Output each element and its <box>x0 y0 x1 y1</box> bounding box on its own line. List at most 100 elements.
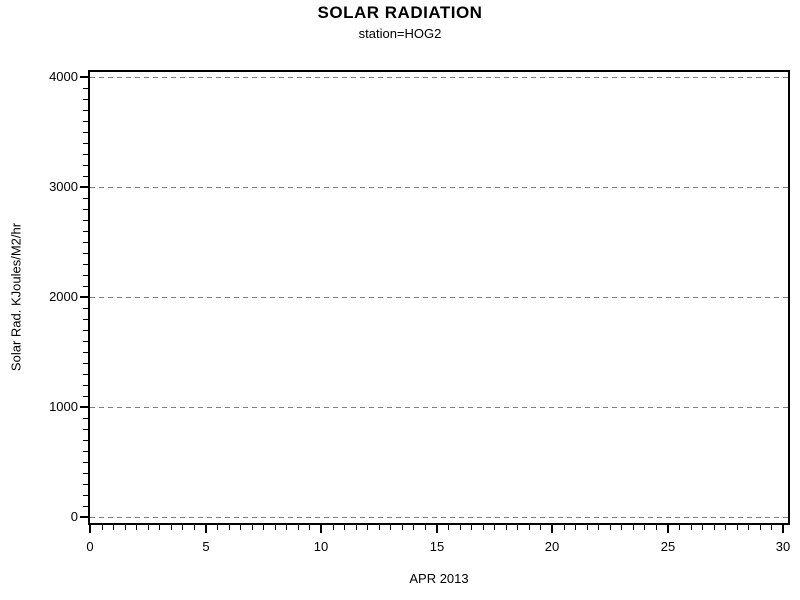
y-tick-minor <box>83 396 88 397</box>
x-tick-minor <box>217 525 218 530</box>
x-tick-minor <box>136 525 137 530</box>
x-tick-minor <box>125 525 126 530</box>
x-tick-minor <box>494 525 495 530</box>
x-tick-minor <box>102 525 103 530</box>
y-tick-label: 2000 <box>49 289 78 304</box>
x-tick-minor <box>356 525 357 530</box>
x-tick-minor <box>702 525 703 530</box>
x-tick-minor <box>564 525 565 530</box>
y-tick-minor <box>83 264 88 265</box>
y-tick-major <box>80 516 88 518</box>
y-gridline <box>90 77 788 78</box>
y-tick-minor <box>83 220 88 221</box>
y-tick-minor <box>83 99 88 100</box>
x-tick-minor <box>309 525 310 530</box>
x-tick-label: 5 <box>202 539 210 554</box>
y-tick-label: 3000 <box>49 179 78 194</box>
y-tick-minor <box>83 363 88 364</box>
x-tick-major <box>89 525 91 533</box>
y-tick-minor <box>83 198 88 199</box>
x-tick-minor <box>240 525 241 530</box>
chart-title: SOLAR RADIATION <box>317 3 483 22</box>
x-tick-minor <box>448 525 449 530</box>
y-gridline <box>90 187 788 188</box>
y-tick-major <box>80 296 88 298</box>
y-tick-minor <box>83 231 88 232</box>
y-gridline <box>90 297 788 298</box>
y-tick-minor <box>83 209 88 210</box>
y-tick-major <box>80 406 88 408</box>
x-tick-minor <box>760 525 761 530</box>
y-tick-minor <box>83 165 88 166</box>
x-tick-major <box>320 525 322 533</box>
x-tick-minor <box>737 525 738 530</box>
x-tick-minor <box>529 525 530 530</box>
x-tick-minor <box>263 525 264 530</box>
x-tick-minor <box>598 525 599 530</box>
x-tick-minor <box>194 525 195 530</box>
x-tick-minor <box>679 525 680 530</box>
x-tick-minor <box>748 525 749 530</box>
x-tick-minor <box>725 525 726 530</box>
y-tick-minor <box>83 110 88 111</box>
x-tick-minor <box>771 525 772 530</box>
y-tick-minor <box>83 341 88 342</box>
y-gridline <box>90 407 788 408</box>
x-tick-minor <box>714 525 715 530</box>
x-tick-minor <box>506 525 507 530</box>
x-tick-minor <box>148 525 149 530</box>
x-tick-minor <box>379 525 380 530</box>
y-tick-major <box>80 186 88 188</box>
y-tick-minor <box>83 429 88 430</box>
x-tick-minor <box>656 525 657 530</box>
x-tick-minor <box>633 525 634 530</box>
y-gridline <box>90 517 788 518</box>
x-tick-minor <box>159 525 160 530</box>
y-tick-minor <box>83 330 88 331</box>
y-tick-minor <box>83 451 88 452</box>
x-tick-minor <box>344 525 345 530</box>
x-tick-major <box>436 525 438 533</box>
x-tick-minor <box>483 525 484 530</box>
y-tick-major <box>80 76 88 78</box>
x-tick-minor <box>413 525 414 530</box>
y-tick-minor <box>83 308 88 309</box>
x-axis-label: APR 2013 <box>409 571 469 586</box>
x-tick-minor <box>252 525 253 530</box>
y-tick-minor <box>83 143 88 144</box>
x-tick-label: 10 <box>313 539 329 554</box>
plot-area <box>88 70 790 525</box>
y-tick-minor <box>83 121 88 122</box>
x-tick-label: 15 <box>429 539 445 554</box>
y-tick-minor <box>83 275 88 276</box>
x-tick-minor <box>471 525 472 530</box>
x-tick-minor <box>691 525 692 530</box>
x-tick-minor <box>286 525 287 530</box>
y-tick-minor <box>83 506 88 507</box>
y-tick-minor <box>83 242 88 243</box>
y-tick-label: 4000 <box>49 69 78 84</box>
x-tick-minor <box>182 525 183 530</box>
x-tick-minor <box>171 525 172 530</box>
y-tick-minor <box>83 484 88 485</box>
x-tick-minor <box>587 525 588 530</box>
y-tick-minor <box>83 253 88 254</box>
x-tick-minor <box>460 525 461 530</box>
y-tick-minor <box>83 176 88 177</box>
x-tick-label: 30 <box>775 539 791 554</box>
x-tick-major <box>667 525 669 533</box>
x-tick-major <box>782 525 784 533</box>
x-tick-minor <box>402 525 403 530</box>
y-tick-minor <box>83 385 88 386</box>
chart-subtitle: station=HOG2 <box>358 26 442 41</box>
y-tick-minor <box>83 132 88 133</box>
y-tick-minor <box>83 473 88 474</box>
x-tick-minor <box>298 525 299 530</box>
y-tick-minor <box>83 462 88 463</box>
y-tick-minor <box>83 319 88 320</box>
y-tick-minor <box>83 286 88 287</box>
x-tick-major <box>551 525 553 533</box>
x-tick-minor <box>540 525 541 530</box>
x-tick-label: 20 <box>544 539 560 554</box>
